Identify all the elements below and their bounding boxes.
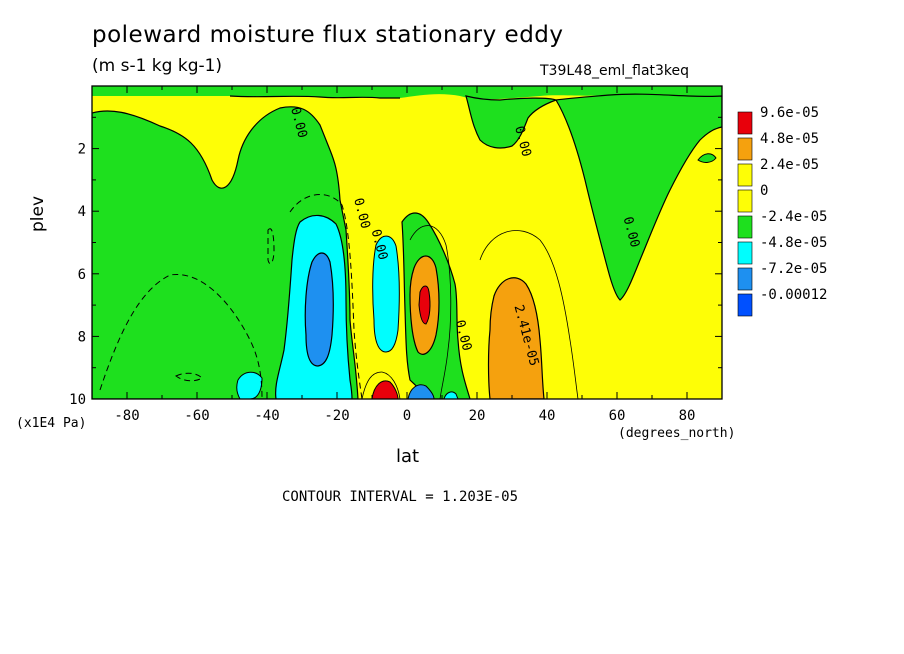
fill-green-nh-upper [465,95,558,149]
legend-label: 4.8e-05 [760,131,819,147]
y-tick-label: 4 [78,204,86,220]
fill-green-north [555,93,722,301]
x-tick-label: -60 [184,408,209,424]
legend-swatch [737,241,753,265]
x-axis-units: (degrees_north) [618,426,736,441]
legend-swatch [737,215,753,239]
chart-subtitle-units: (m s-1 kg kg-1) [92,56,223,76]
x-axis-label: lat [396,446,420,467]
contour-thin-2 [479,230,579,399]
fill-green-north-small [697,153,717,163]
fill-red-surface [371,380,399,399]
contour-dashed-1 [289,194,363,399]
x-tick-label: 80 [679,408,696,424]
y-axis-units: (x1E4 Pa) [16,416,87,431]
contour-line-top [229,95,400,99]
axis-tick-labels: -80 -60 -40 -20 0 20 40 60 80 2 4 6 8 10 [69,142,695,424]
legend-swatch [737,267,753,291]
fill-red-equator-core [418,285,431,325]
x-tick-label: 60 [609,408,626,424]
contour-thin-3 [361,371,401,399]
contour-dashed-4 [267,228,275,265]
legend-swatch [737,293,753,317]
fill-blue-surface [407,384,435,399]
legend-label: -4.8e-05 [760,235,827,251]
y-tick-label: 8 [78,329,86,345]
contour-dashed-2 [99,273,263,399]
legend-label: -7.2e-05 [760,261,827,277]
x-tick-label: -20 [324,408,349,424]
contour-interval-label: CONTOUR INTERVAL = 1.203E-05 [282,489,519,505]
legend-label: -2.4e-05 [760,209,827,225]
axis-ticks [91,86,723,400]
fill-cyan-surface-small [443,391,459,399]
fill-blue-south-core [304,252,334,367]
legend-label: 9.6e-05 [760,105,819,121]
y-tick-label: 2 [78,142,86,158]
legend-swatch [737,189,753,213]
x-tick-label: 40 [539,408,556,424]
legend-label: -0.00012 [760,287,827,303]
y-tick-label: 10 [69,392,86,408]
chart-title: poleward moisture flux stationary eddy [92,22,564,48]
contour-thin-1 [409,225,452,399]
fill-cyan-small-left [236,371,263,399]
x-tick-label: -40 [254,408,279,424]
y-tick-label: 6 [78,267,86,283]
legend: 9.6e-05 4.8e-05 2.4e-05 0 -2.4e-05 -4.8e-05 -7… [737,105,827,317]
legend-swatch [737,163,753,187]
legend-label: 0 [760,183,768,199]
legend-swatch [737,137,753,161]
legend-label: 2.4e-05 [760,157,819,173]
legend-swatch [737,111,753,135]
contour-fills [92,86,722,399]
fill-orange-north [487,277,545,399]
fill-cyan-equator [372,235,400,353]
x-tick-label: 0 [403,408,411,424]
run-label: T39L48_eml_flat3keq [540,63,690,79]
x-tick-label: -80 [114,408,139,424]
x-tick-label: 20 [469,408,486,424]
